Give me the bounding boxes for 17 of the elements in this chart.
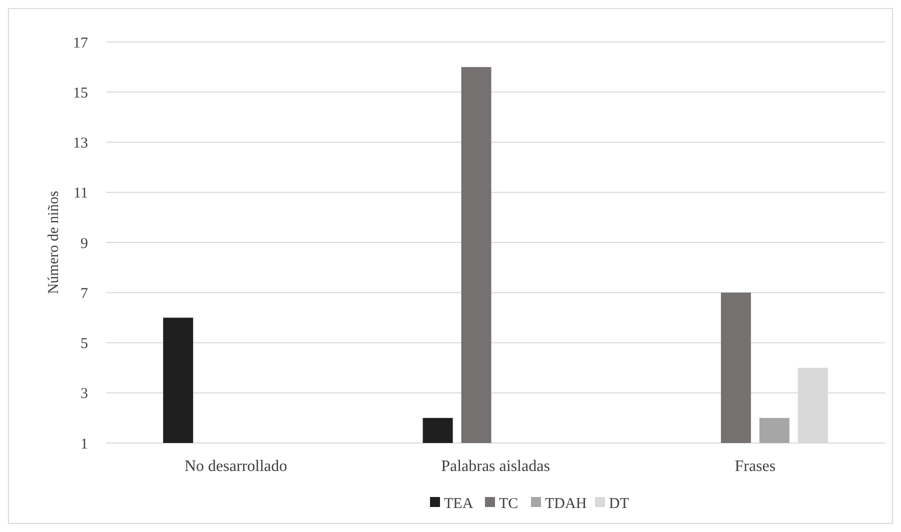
y-tick-label: 17 <box>73 35 88 52</box>
legend-label: TDAH <box>545 496 587 512</box>
legend-label: TEA <box>444 496 474 512</box>
y-tick-label: 9 <box>80 236 88 252</box>
legend-label: DT <box>609 496 629 512</box>
y-tick-label: 15 <box>73 85 88 102</box>
y-axis-title: Número de niños <box>46 190 62 294</box>
x-tick-label: No desarrollado <box>184 458 288 475</box>
y-tick-label: 13 <box>73 136 88 152</box>
y-tick-label: 11 <box>74 186 88 202</box>
y-tick-label: 1 <box>80 436 88 452</box>
y-tick-label: 3 <box>80 386 88 402</box>
x-tick-label: Palabras aisladas <box>441 458 550 475</box>
legend-label: TC <box>499 496 518 512</box>
y-tick-label: 7 <box>80 286 88 302</box>
y-tick-label: 5 <box>80 336 88 352</box>
x-tick-label: Frases <box>734 458 776 475</box>
